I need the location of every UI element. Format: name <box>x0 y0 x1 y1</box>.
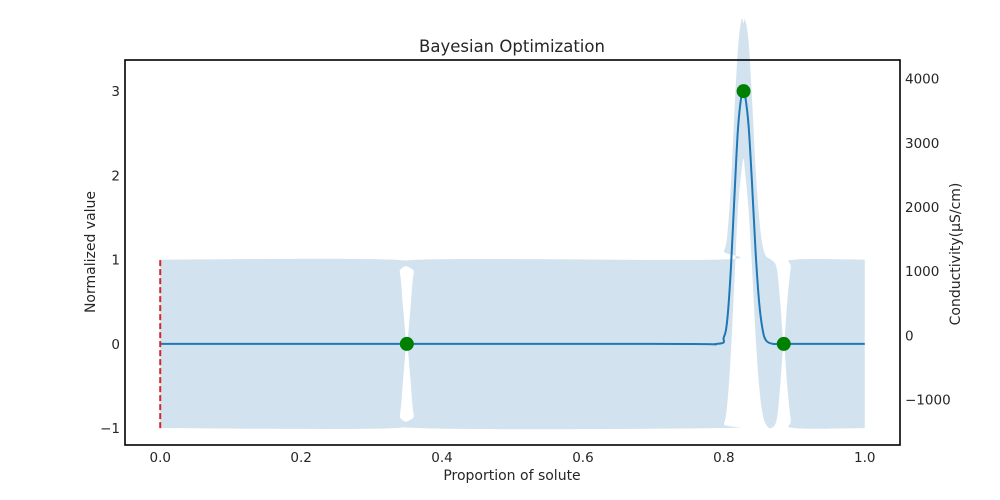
y-tick-label: 0 <box>111 337 120 353</box>
y-tick-label: 3 <box>111 84 120 100</box>
y-tick-label: 1 <box>111 253 120 269</box>
plot-area <box>159 18 865 430</box>
y-tick-label: −1 <box>100 421 120 437</box>
x-tick-label: 0.0 <box>149 450 170 466</box>
observation-point <box>736 84 751 99</box>
chart-title: Bayesian Optimization <box>419 37 605 56</box>
axes-ticks: 0.0 0.2 0.4 0.6 0.8 1.0 −1 0 1 2 3 −1000 0 1000 2000 30… <box>100 72 951 466</box>
confidence-band <box>160 18 865 430</box>
observation-point <box>399 336 414 351</box>
x-tick-label: 0.2 <box>290 450 311 466</box>
plot-frame <box>124 59 901 446</box>
y2-tick-label: 1000 <box>905 264 939 280</box>
x-tick-label: 0.6 <box>572 450 593 466</box>
x-tick-label: 1.0 <box>854 450 875 466</box>
x-tick-label: 0.8 <box>713 450 734 466</box>
y-axis-label: Normalized value <box>83 191 99 313</box>
y-tick-label: 2 <box>111 168 120 184</box>
y2-tick-label: 4000 <box>905 72 939 88</box>
y2-tick-label: 0 <box>905 328 914 344</box>
y2-axis-label: Conductivity(μS/cm) <box>948 183 964 326</box>
observation-point <box>776 336 791 351</box>
y2-tick-label: −1000 <box>905 392 951 408</box>
x-axis-label: Proportion of solute <box>443 468 580 484</box>
y2-tick-label: 3000 <box>905 136 939 152</box>
x-tick-label: 0.4 <box>431 450 452 466</box>
y2-tick-label: 2000 <box>905 200 939 216</box>
